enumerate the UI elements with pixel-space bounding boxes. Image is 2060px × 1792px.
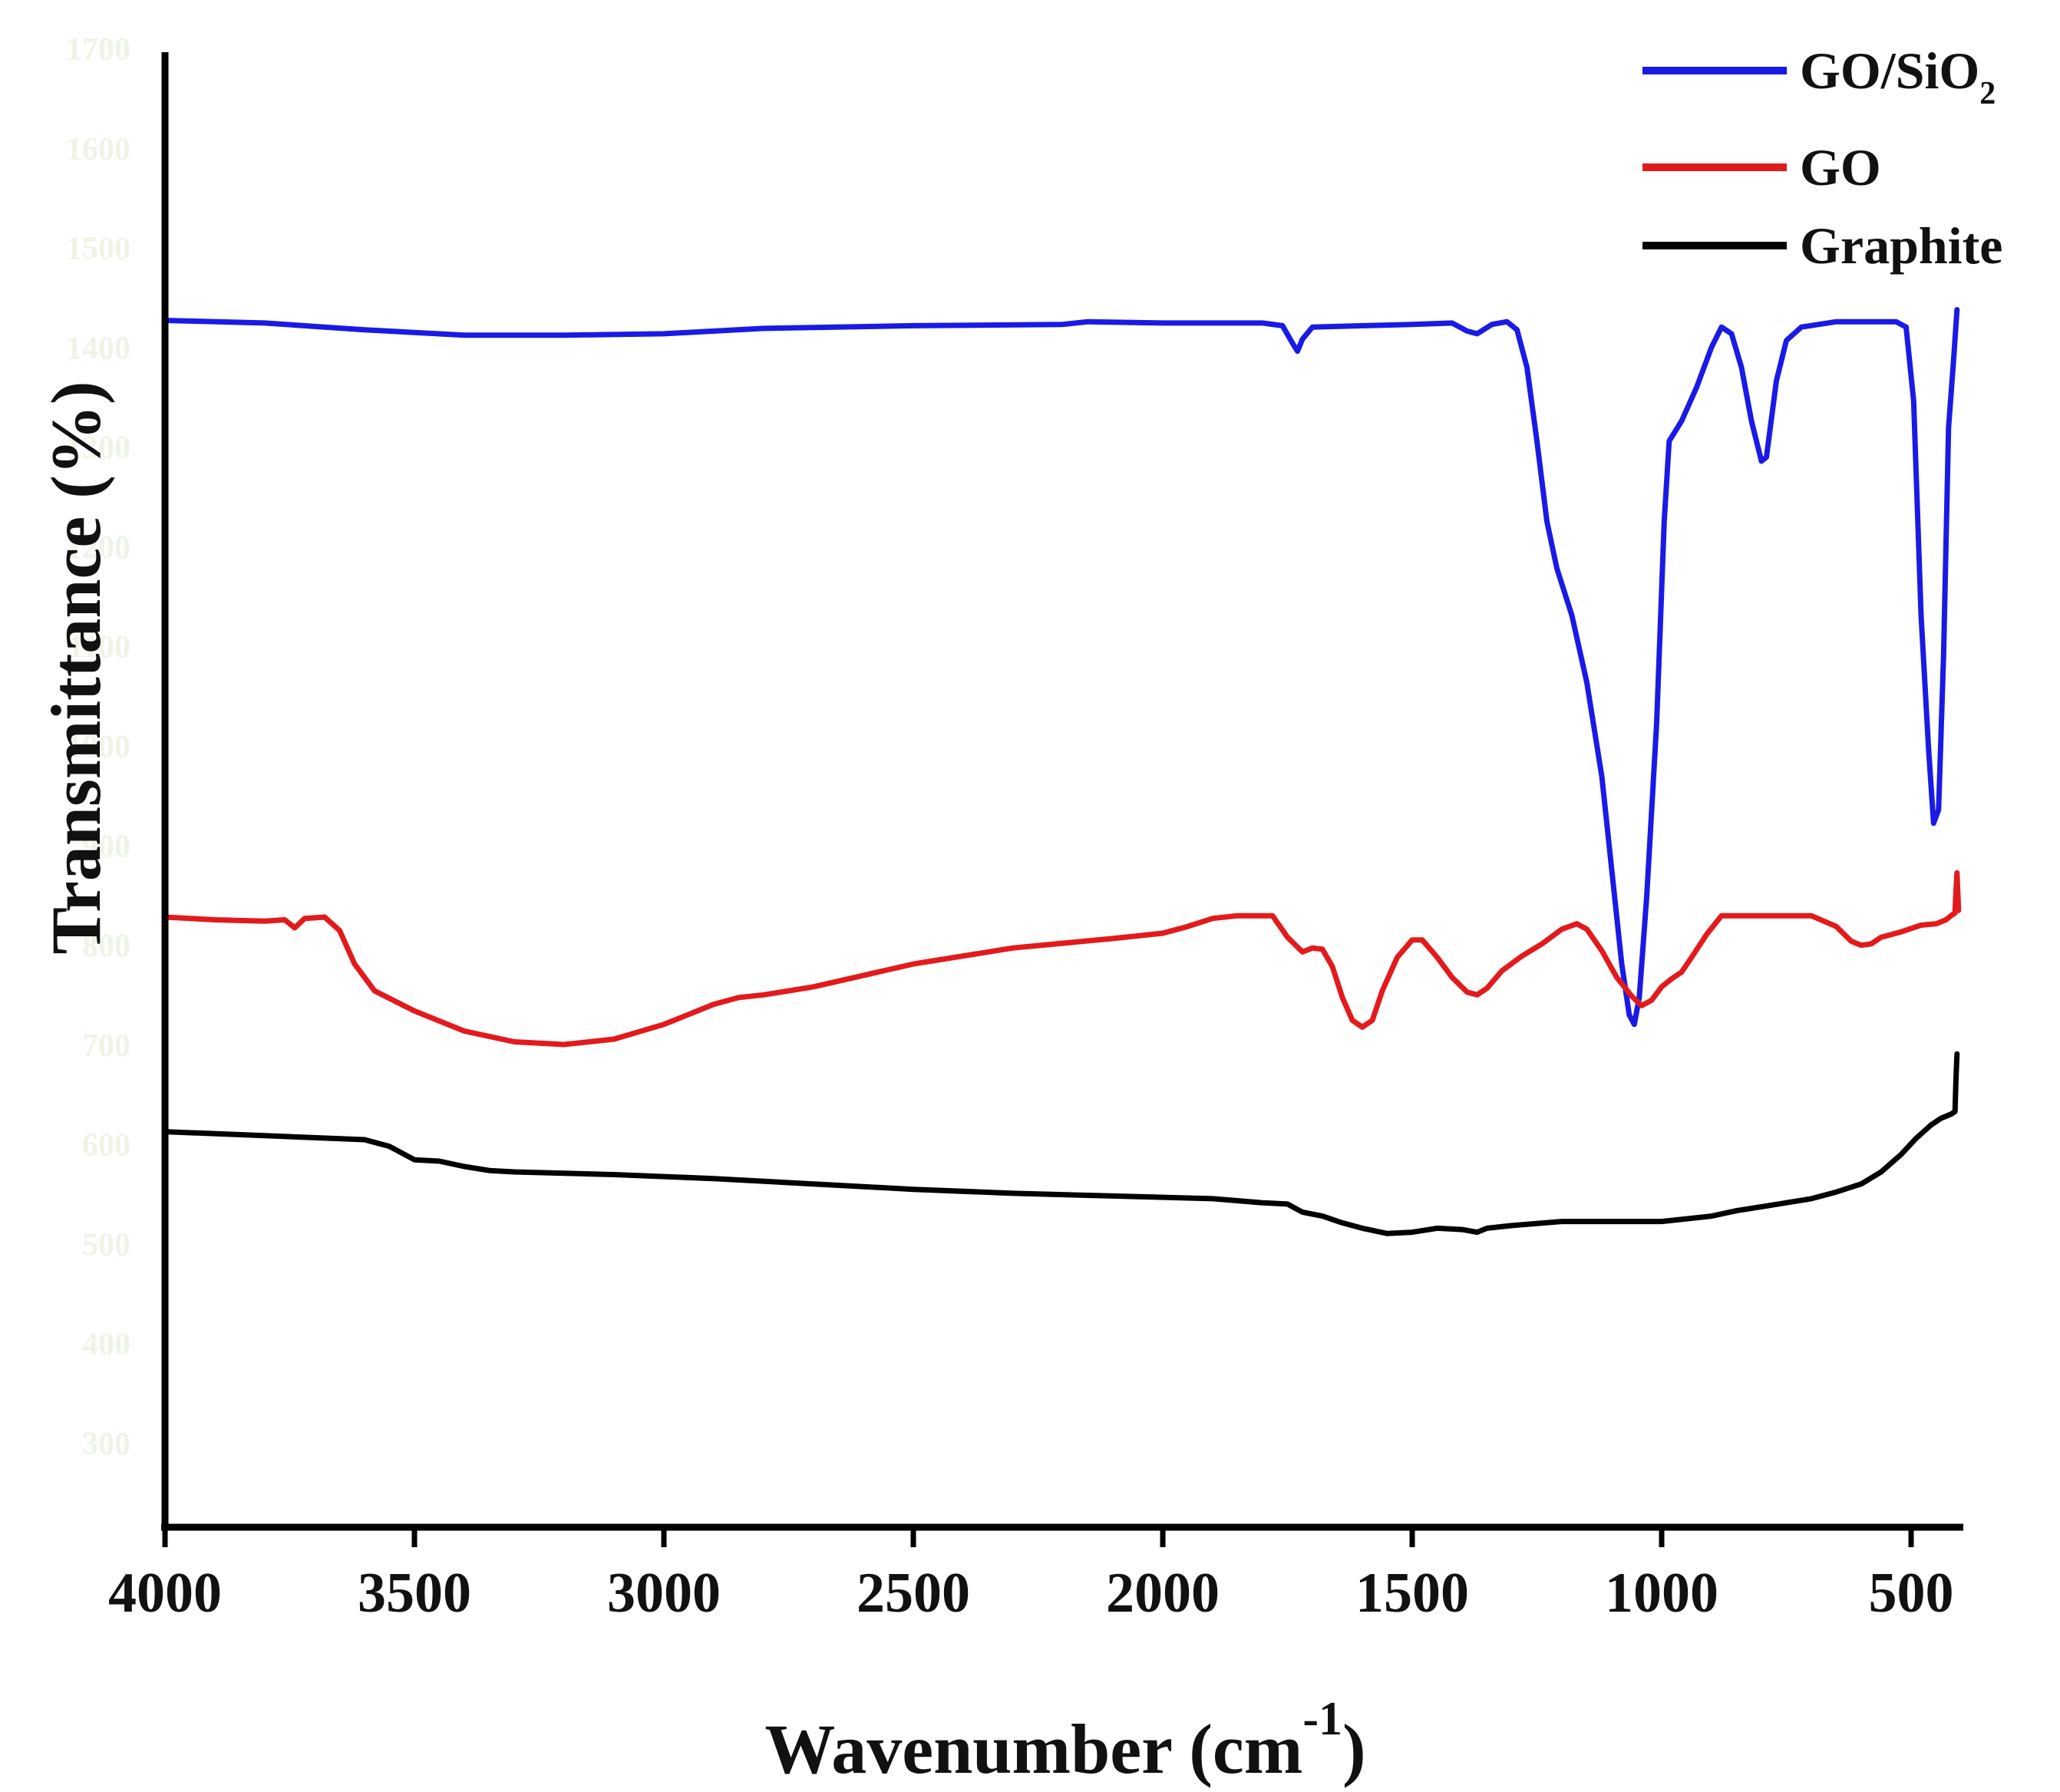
- legend-label-graphite: Graphite: [1800, 216, 2002, 275]
- y-tick-label: 500: [82, 1227, 130, 1262]
- x-tick-label: 500: [1869, 1562, 1954, 1625]
- y-tick-label: 1000: [66, 730, 130, 765]
- series-line-graphite: [162, 1051, 1960, 1236]
- x-tick-label: 3500: [358, 1562, 471, 1625]
- y-tick-label: 1300: [66, 431, 130, 466]
- x-tick-label: 1000: [1605, 1562, 1718, 1625]
- y-tick-label: 1200: [66, 530, 130, 566]
- legend-label-go: GO: [1800, 138, 1881, 196]
- y-tick-labels: 1700 1600 1500 1400 1300 1200 1100 1000 900 800 70…: [66, 32, 130, 1462]
- x-tick-label: 2500: [857, 1562, 970, 1625]
- y-axis-title: Transmittance (%): [37, 381, 115, 955]
- legend: GO/SiO2 GO Graphite: [1642, 41, 2002, 275]
- y-tick-label: 600: [82, 1128, 130, 1163]
- legend-label-go-sio2: GO/SiO2: [1800, 41, 1996, 111]
- y-tick-label: 1700: [66, 32, 130, 68]
- x-tick-label: 4000: [108, 1562, 222, 1625]
- x-tick-label: 3000: [607, 1562, 721, 1625]
- series-line-go: [162, 870, 1962, 1048]
- y-tick-label: 1400: [66, 331, 130, 366]
- y-tick-label: 1600: [66, 132, 130, 167]
- x-axis-title: Wavenumber (cm-1): [764, 1693, 1365, 1788]
- series-line-go-sio2: [162, 307, 1960, 1028]
- y-tick-label: 900: [82, 829, 130, 864]
- series-layer: [162, 307, 1962, 1236]
- x-tick-label: 2000: [1106, 1562, 1220, 1625]
- y-tick-label: 700: [82, 1028, 130, 1064]
- y-tick-label: 1100: [68, 630, 130, 665]
- x-tick-label: 1500: [1355, 1562, 1469, 1625]
- y-tick-label: 300: [82, 1427, 130, 1462]
- y-tick-label: 800: [82, 929, 130, 964]
- y-tick-label: 400: [82, 1327, 130, 1362]
- y-tick-label: 1500: [66, 232, 130, 267]
- x-ticks: 4000 3500 3000 2500 2000 1500 1000 500: [108, 1527, 1954, 1625]
